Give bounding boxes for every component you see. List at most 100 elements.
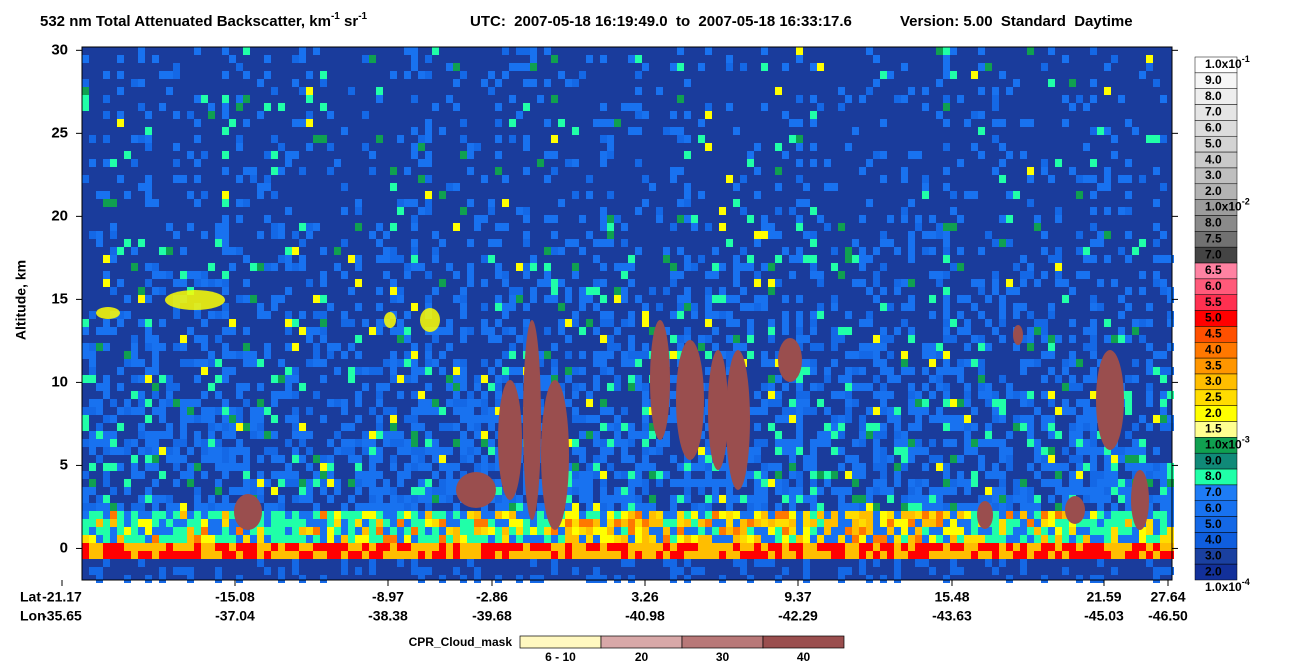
curtain-cell [600, 511, 607, 519]
curtain-cell [677, 303, 684, 311]
curtain-cell [173, 503, 180, 511]
curtain-cell [243, 47, 250, 55]
curtain-cell [1062, 527, 1069, 535]
curtain-cell [159, 535, 166, 543]
curtain-cell [481, 79, 488, 87]
curtain-cell [138, 79, 145, 87]
curtain-cell [628, 103, 635, 111]
curtain-cell [754, 167, 761, 175]
curtain-cell [320, 463, 327, 471]
curtain-cell [887, 215, 894, 223]
cpr-swatch [519, 635, 602, 649]
curtain-cell [957, 359, 964, 367]
curtain-cell [306, 479, 313, 487]
curtain-cell [257, 303, 264, 311]
curtain-cell [222, 343, 229, 351]
curtain-cell [390, 535, 397, 543]
curtain-cell [782, 311, 789, 319]
curtain-cell [292, 495, 299, 503]
curtain-cell [82, 79, 89, 87]
curtain-cell [768, 423, 775, 431]
curtain-cell [817, 487, 824, 495]
curtain-cell [1167, 511, 1174, 519]
curtain-cell [383, 511, 390, 519]
curtain-cell [831, 527, 838, 535]
curtain-cell [859, 471, 866, 479]
curtain-cell [1132, 127, 1139, 135]
curtain-cell [747, 255, 754, 263]
curtain-cell [670, 407, 677, 415]
curtain-cell [523, 231, 530, 239]
curtain-cell [677, 63, 684, 71]
curtain-cell [397, 535, 404, 543]
curtain-cell [796, 535, 803, 543]
curtain-cell [376, 543, 383, 551]
curtain-cell [642, 415, 649, 423]
curtain-cell [943, 415, 950, 423]
curtain-cell [292, 343, 299, 351]
colorbar-label: 4.5 [1205, 327, 1222, 341]
curtain-cell [880, 535, 887, 543]
curtain-cell [110, 503, 117, 511]
curtain-cell [439, 519, 446, 527]
curtain-cell [635, 431, 642, 439]
curtain-cell [901, 447, 908, 455]
curtain-cell [1069, 439, 1076, 447]
curtain-cell [831, 535, 838, 543]
curtain-cell [460, 511, 467, 519]
curtain-cell [201, 511, 208, 519]
curtain-cell [180, 415, 187, 423]
curtain-cell [313, 351, 320, 359]
curtain-cell [516, 575, 523, 583]
curtain-cell [579, 295, 586, 303]
curtain-cell [369, 327, 376, 335]
curtain-cell [257, 231, 264, 239]
curtain-cell [432, 527, 439, 535]
curtain-cell [117, 311, 124, 319]
curtain-cell [117, 319, 124, 327]
curtain-cell [159, 247, 166, 255]
curtain-cell [327, 303, 334, 311]
curtain-cell [460, 439, 467, 447]
curtain-cell [236, 175, 243, 183]
curtain-cell [922, 543, 929, 551]
curtain-cell [222, 311, 229, 319]
curtain-cell [971, 519, 978, 527]
curtain-cell [873, 55, 880, 63]
curtain-cell [187, 575, 194, 583]
curtain-cell [362, 519, 369, 527]
curtain-cell [173, 231, 180, 239]
curtain-cell [446, 319, 453, 327]
curtain-cell [901, 351, 908, 359]
curtain-cell [628, 431, 635, 439]
curtain-cell [782, 151, 789, 159]
curtain-cell [362, 447, 369, 455]
curtain-cell [271, 551, 278, 559]
curtain-cell [565, 503, 572, 511]
curtain-cell [810, 511, 817, 519]
curtain-cell [117, 463, 124, 471]
curtain-cell [677, 311, 684, 319]
curtain-cell [124, 191, 131, 199]
curtain-cell [1132, 439, 1139, 447]
curtain-cell [810, 359, 817, 367]
lat-label: 3.26 [631, 589, 658, 605]
curtain-cell [138, 471, 145, 479]
curtain-cell [691, 223, 698, 231]
curtain-cell [929, 495, 936, 503]
curtain-cell [390, 359, 397, 367]
curtain-cell [880, 119, 887, 127]
curtain-cell [873, 335, 880, 343]
curtain-cell [775, 487, 782, 495]
curtain-cell [1104, 535, 1111, 543]
curtain-cell [1097, 183, 1104, 191]
curtain-cell [649, 519, 656, 527]
curtain-cell [1006, 287, 1013, 295]
curtain-cell [1111, 511, 1118, 519]
curtain-cell [327, 399, 334, 407]
curtain-cell [1160, 479, 1167, 487]
curtain-cell [642, 399, 649, 407]
curtain-cell [194, 431, 201, 439]
curtain-cell [705, 527, 712, 535]
